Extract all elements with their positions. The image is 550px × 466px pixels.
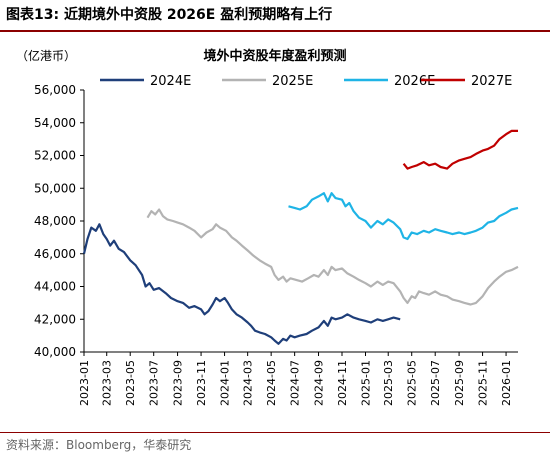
x-tick-label: 2023-05 xyxy=(124,360,137,406)
y-tick-label: 42,000 xyxy=(34,312,76,326)
x-tick-label: 2026-01 xyxy=(500,360,513,406)
x-tick-label: 2025-03 xyxy=(382,360,395,406)
series-line-2026e xyxy=(288,192,519,241)
x-tick-label: 2024-09 xyxy=(313,360,326,406)
x-tick-label: 2023-09 xyxy=(172,360,185,406)
series-line-2027e xyxy=(402,129,518,170)
y-tick-label: 44,000 xyxy=(34,280,76,294)
x-tick-label: 2025-09 xyxy=(453,360,466,406)
x-tick-label: 2023-11 xyxy=(195,360,208,406)
x-tick-label: 2024-07 xyxy=(289,360,302,406)
y-tick-label: 50,000 xyxy=(34,181,76,195)
y-tick-label: 48,000 xyxy=(34,214,76,228)
x-tick-label: 2025-05 xyxy=(406,360,419,406)
x-tick-label: 2023-07 xyxy=(148,360,161,406)
earnings-forecast-chart: （亿港币） 境外中资股年度盈利预测 2024E 2025E 2026E 2027E 4… xyxy=(16,48,519,406)
x-tick-label: 2025-07 xyxy=(429,360,442,406)
y-tick-label: 56,000 xyxy=(34,83,76,97)
chart-title: 境外中资股年度盈利预测 xyxy=(203,48,346,64)
x-tick-label: 2023-03 xyxy=(101,360,114,406)
legend-label: 2027E xyxy=(471,74,512,89)
x-tick-label: 2024-01 xyxy=(219,360,232,406)
legend: 2024E 2025E 2026E 2027E xyxy=(100,74,512,89)
title-divider xyxy=(0,30,550,32)
series-line-2024e xyxy=(82,223,401,345)
legend-label: 2026E xyxy=(394,74,435,89)
y-tick-label: 52,000 xyxy=(34,149,76,163)
figure-source: 资料来源：Bloomberg，华泰研究 xyxy=(6,438,192,452)
legend-label: 2025E xyxy=(272,74,313,89)
y-tick-label: 54,000 xyxy=(34,116,76,130)
series-lines xyxy=(82,129,519,345)
figure-title: 图表13: 近期境外中资股 2026E 盈利预期略有上行 xyxy=(6,7,333,23)
source-divider xyxy=(0,432,550,433)
x-tick-label: 2023-01 xyxy=(78,360,91,406)
x-tick-label: 2024-05 xyxy=(265,360,278,406)
series-line-2025e xyxy=(146,208,519,306)
x-tick-label: 2025-01 xyxy=(360,360,373,406)
x-tick-label: 2025-11 xyxy=(477,360,490,406)
legend-label: 2024E xyxy=(150,74,191,89)
y-tick-label: 46,000 xyxy=(34,247,76,261)
unit-label: （亿港币） xyxy=(16,48,76,63)
y-tick-label: 40,000 xyxy=(34,345,76,359)
x-tick-label: 2024-11 xyxy=(336,360,349,406)
axes: 40,000 42,000 44,000 46,000 48,000 50,000 52,0… xyxy=(34,83,518,406)
x-tick-label: 2024-03 xyxy=(242,360,255,406)
